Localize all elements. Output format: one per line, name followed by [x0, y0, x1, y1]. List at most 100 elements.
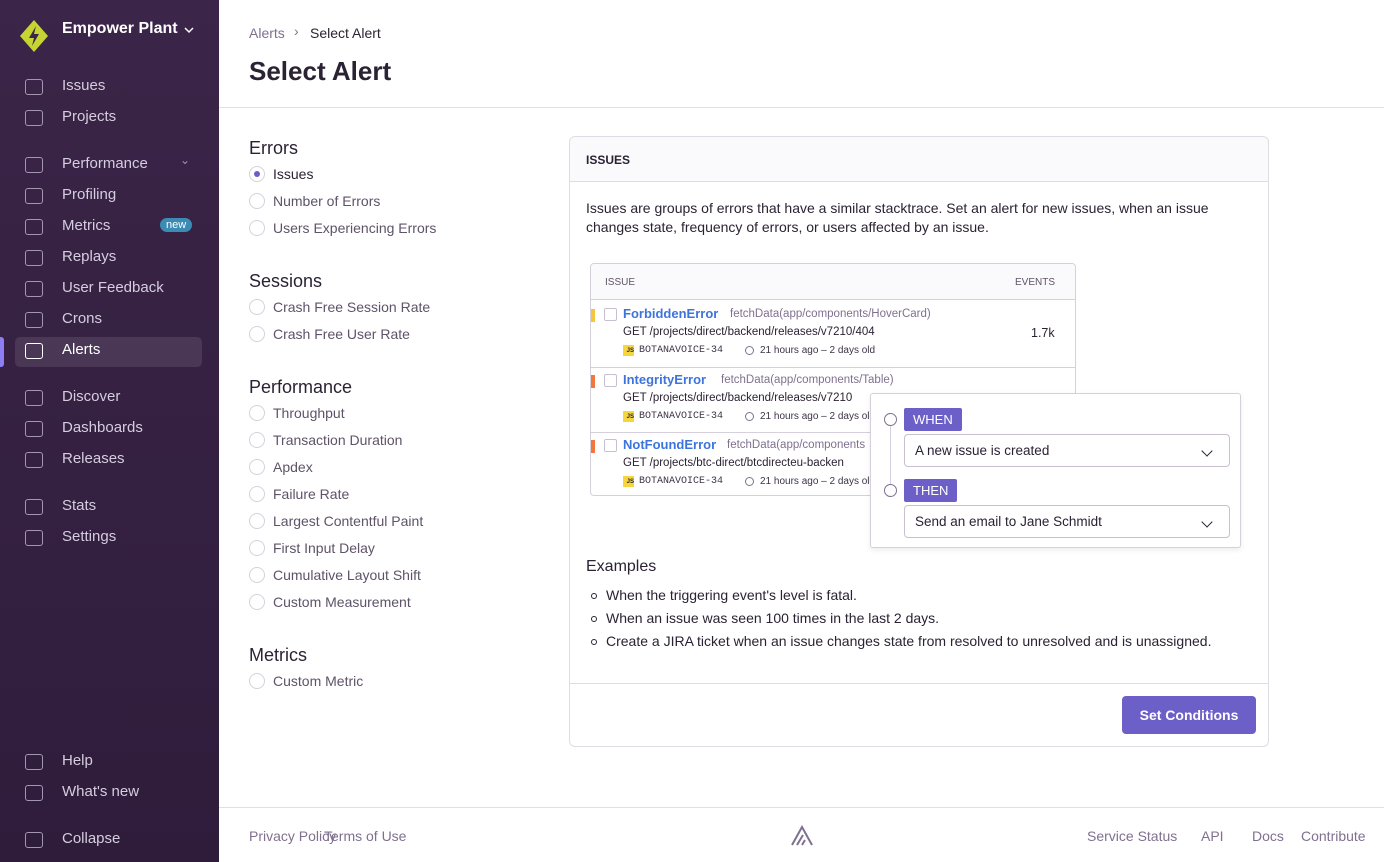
select-chevron [1201, 445, 1213, 457]
radio-label[interactable]: Custom Metric [273, 673, 364, 689]
radio-button[interactable] [249, 567, 265, 583]
nav-item[interactable]: Metrics [62, 217, 111, 234]
breadcrumb-current: Select Alert [310, 25, 381, 41]
nav-icon [25, 530, 43, 546]
select-chevron [1201, 516, 1213, 528]
issue-name[interactable]: IntegrityError [623, 371, 707, 387]
radio-label[interactable]: Issues [273, 166, 314, 182]
radio-button[interactable] [249, 594, 265, 610]
nav-item[interactable]: Stats [62, 497, 97, 514]
radio-label[interactable]: Apdex [273, 459, 313, 475]
issue-project: BOTANAVOICE-34 [639, 410, 724, 422]
step-icon [884, 484, 897, 497]
row-checkbox[interactable] [604, 308, 617, 321]
footer-link[interactable]: Terms of Use [324, 828, 407, 844]
issue-age: 21 hours ago – 2 days old [760, 345, 876, 356]
nav-icon [25, 343, 43, 359]
nav-item[interactable]: Projects [62, 108, 117, 125]
platform-icon: JS [623, 345, 634, 356]
radio-button[interactable] [249, 405, 265, 421]
set-conditions-button[interactable]: Set Conditions [1122, 696, 1256, 734]
nav-item[interactable]: Profiling [62, 186, 117, 203]
nav-item[interactable]: Replays [62, 248, 117, 265]
nav-item[interactable]: User Feedback [62, 279, 164, 296]
footer-logo [791, 825, 813, 846]
radio-button[interactable] [249, 193, 265, 209]
radio-button[interactable] [249, 673, 265, 689]
level-indicator [591, 309, 595, 322]
nav-icon [25, 219, 43, 235]
nav-item[interactable]: Performance [62, 155, 148, 172]
breadcrumb-separator: › [294, 23, 299, 39]
footer-link[interactable]: Privacy Policy [249, 828, 337, 844]
nav-icon [25, 390, 43, 406]
condition-select[interactable]: A new issue is created [904, 434, 1230, 467]
nav-item[interactable]: Collapse [62, 830, 121, 847]
nav-active-bar [0, 337, 4, 367]
header-divider [219, 107, 1384, 108]
main: ISSUES Issues are groups of errors that h… [219, 0, 1384, 862]
radio-label[interactable]: Transaction Duration [273, 432, 403, 448]
radio-label[interactable]: Crash Free User Rate [273, 326, 410, 342]
page-title: Select Alert [249, 56, 392, 86]
issue-message: GET /projects/direct/backend/releases/v7… [623, 391, 853, 404]
clock-icon [745, 411, 754, 421]
radio-button[interactable] [249, 299, 265, 315]
nav-icon [25, 421, 43, 437]
condition-line [890, 418, 891, 488]
radio-label[interactable]: First Input Delay [273, 540, 375, 556]
nav-icon [25, 157, 43, 173]
footer-link[interactable]: Service Status [1087, 828, 1178, 844]
panel-header [570, 137, 1268, 182]
radio-button[interactable] [249, 486, 265, 502]
nav-item[interactable]: Discover [62, 388, 121, 405]
clock-icon [745, 477, 754, 486]
issue-message: GET /projects/direct/backend/releases/v7… [623, 326, 875, 338]
radio-label[interactable]: Cumulative Layout Shift [273, 567, 421, 583]
issue-culprit: fetchData(app/components [727, 439, 866, 451]
radio-button[interactable] [249, 166, 265, 182]
nav-item[interactable]: Help [62, 752, 93, 769]
nav-item[interactable]: Alerts [62, 341, 101, 358]
nav-item[interactable]: What's new [62, 783, 140, 800]
nav-item[interactable]: Issues [62, 77, 106, 94]
nav-item[interactable]: Crons [62, 310, 103, 327]
issue-culprit: fetchData(app/components/HoverCard) [730, 308, 931, 320]
option-group-heading: Errors [249, 138, 298, 158]
issue-culprit: fetchData(app/components/Table) [721, 373, 894, 386]
footer-link[interactable]: Contribute [1301, 828, 1366, 844]
radio-label[interactable]: Number of Errors [273, 193, 381, 209]
issue-table: ISSUE EVENTS ForbiddenError fetchData(app/c… [590, 263, 1076, 496]
footer-link[interactable]: API [1201, 828, 1224, 844]
nav-item[interactable]: Dashboards [62, 419, 143, 436]
radio-button[interactable] [249, 220, 265, 236]
breadcrumb-link[interactable]: Alerts [249, 25, 285, 41]
org-chevron [184, 27, 194, 34]
nav-item[interactable]: Settings [62, 528, 117, 545]
radio-button[interactable] [249, 513, 265, 529]
issue-name[interactable]: NotFoundError [623, 437, 717, 452]
radio-label[interactable]: Failure Rate [273, 486, 350, 502]
nav-icon [25, 452, 43, 468]
nav-icon [25, 499, 43, 515]
nav-badge: new [160, 218, 193, 232]
radio-label[interactable]: Custom Measurement [273, 594, 411, 610]
nav-item[interactable]: Releases [62, 450, 125, 467]
panel-footer-divider [570, 683, 1268, 684]
radio-label[interactable]: Crash Free Session Rate [273, 299, 431, 315]
radio-button[interactable] [249, 459, 265, 475]
row-checkbox[interactable] [604, 439, 617, 452]
radio-button[interactable] [249, 432, 265, 448]
radio-label[interactable]: Users Experiencing Errors [273, 220, 437, 236]
condition-select[interactable]: Send an email to Jane Schmidt [904, 505, 1230, 538]
radio-button[interactable] [249, 540, 265, 556]
org-name[interactable]: Empower Plant [62, 20, 178, 37]
radio-button[interactable] [249, 326, 265, 342]
issue-name[interactable]: ForbiddenError [623, 306, 719, 321]
row-checkbox[interactable] [604, 373, 617, 387]
radio-label[interactable]: Throughput [273, 405, 345, 421]
footer-link[interactable]: Docs [1252, 828, 1284, 844]
radio-label[interactable]: Largest Contentful Paint [273, 513, 424, 529]
